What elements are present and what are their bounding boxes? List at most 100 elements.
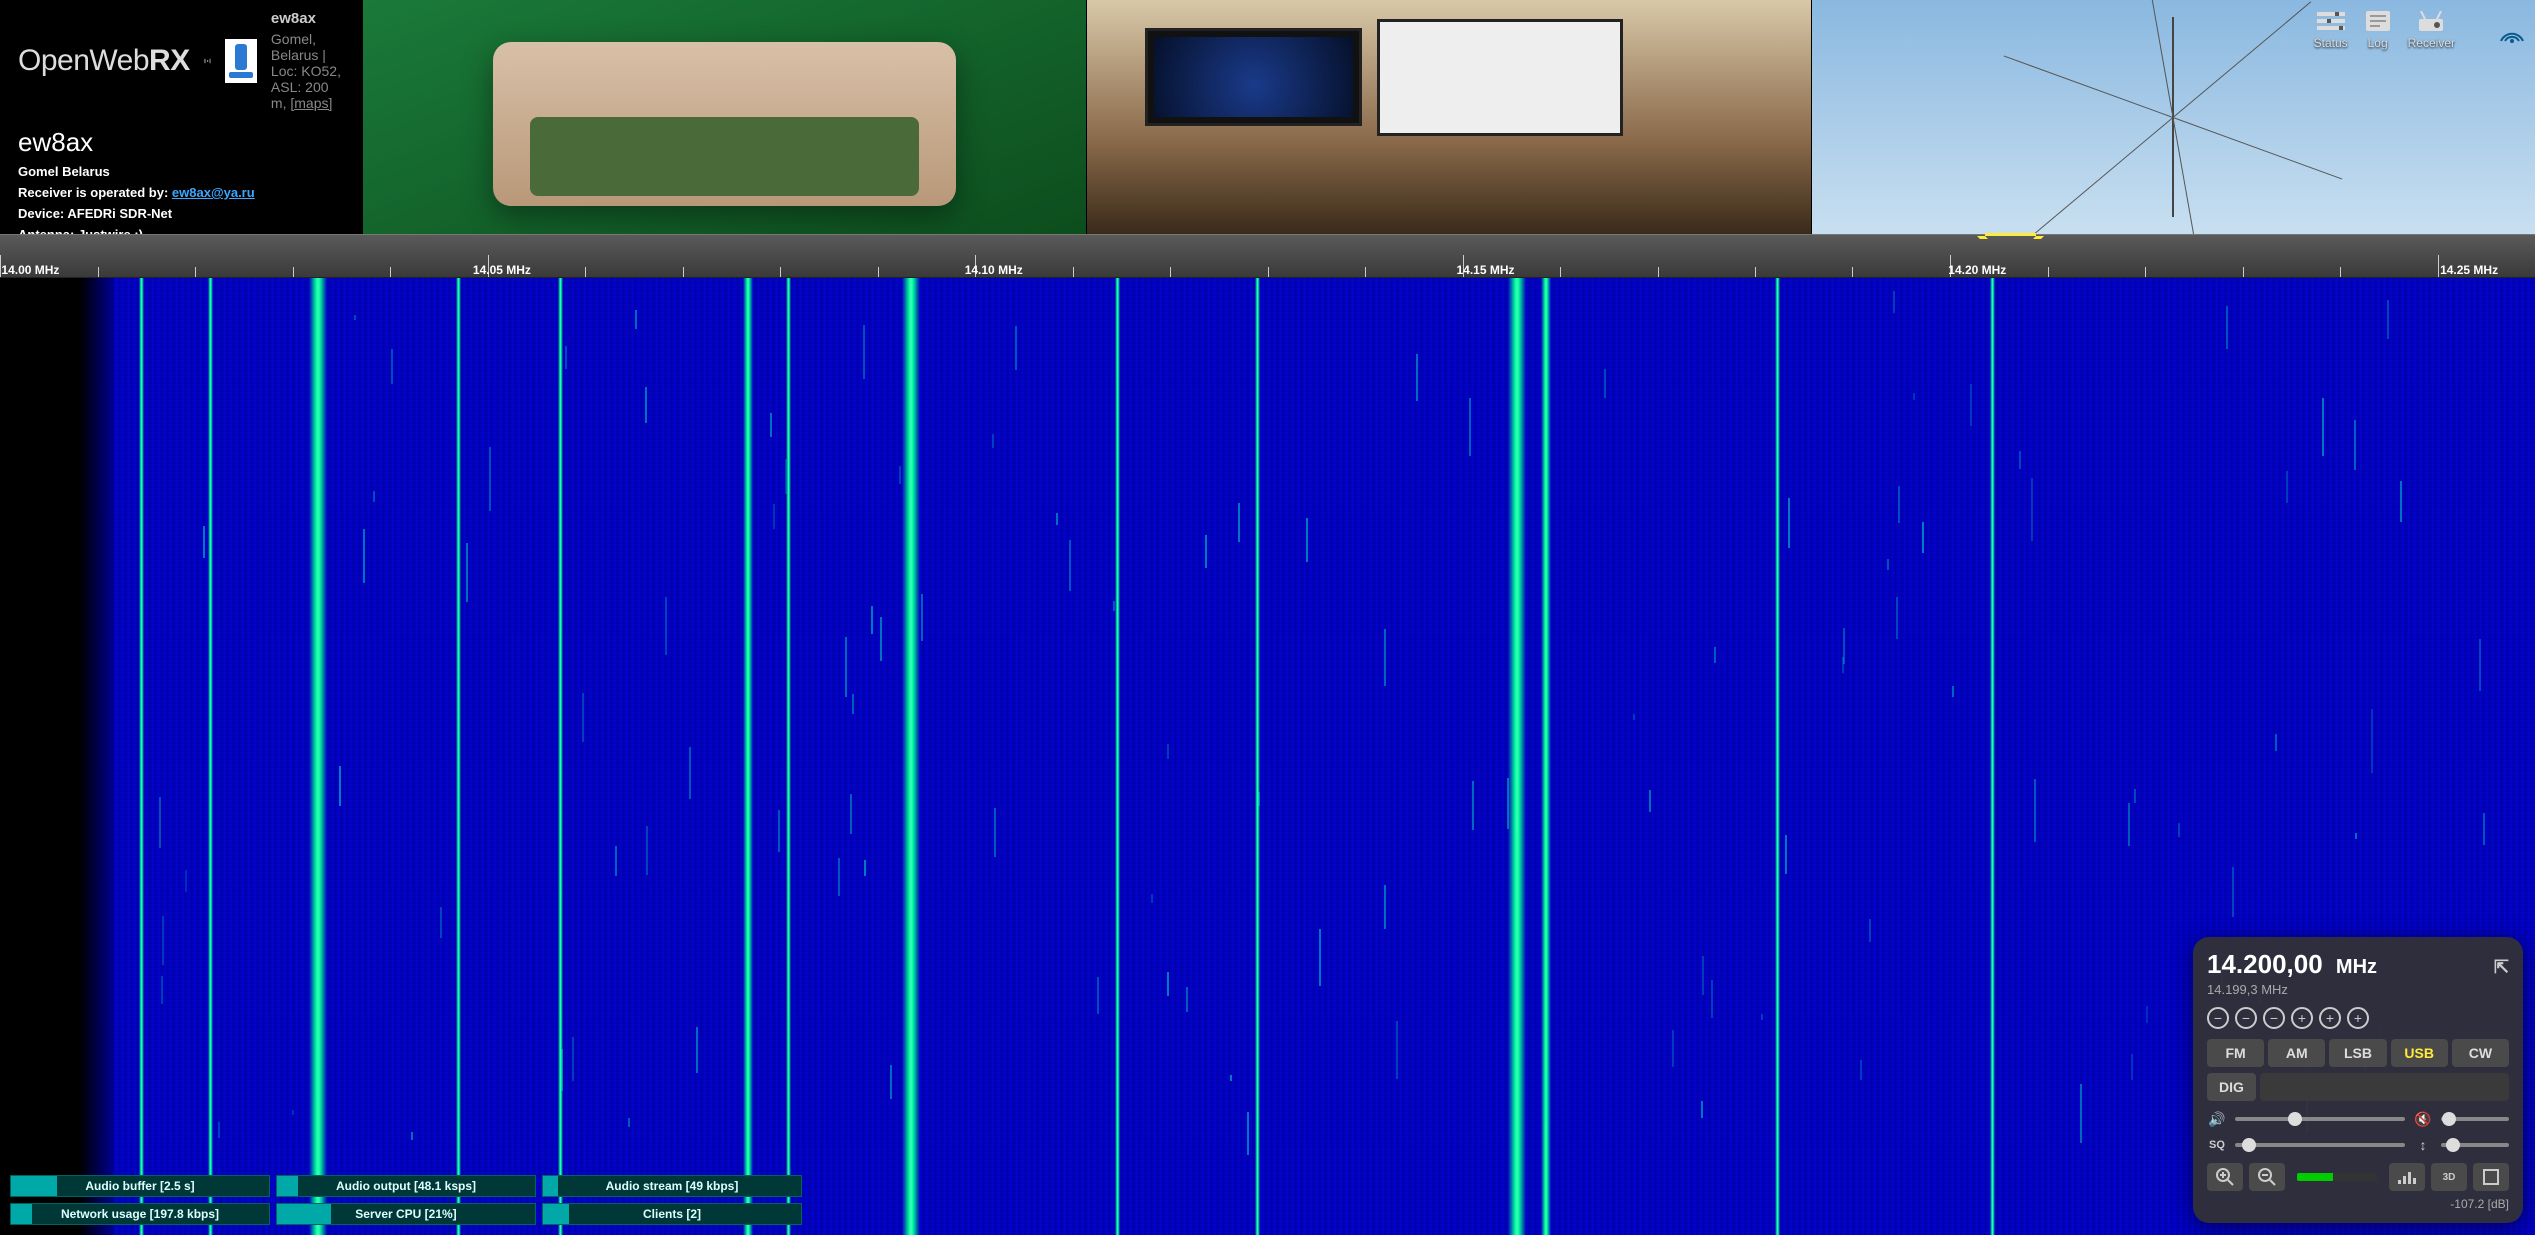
freq-tick <box>1170 267 1171 277</box>
app-logo: OpenWebRX <box>18 44 190 78</box>
step-up-button[interactable]: + <box>2319 1007 2341 1029</box>
freq-tick <box>1852 267 1853 277</box>
zoom-out-button[interactable] <box>2249 1163 2285 1191</box>
freq-tick <box>1268 267 1269 277</box>
passband-indicator[interactable] <box>1985 233 2036 251</box>
network-usage-bar: Network usage [197.8 kbps] <box>10 1203 270 1225</box>
nr-slider[interactable] <box>2441 1117 2509 1121</box>
squelch-slider[interactable] <box>2235 1143 2405 1147</box>
device-line: Device: AFEDRi SDR-Net <box>18 206 344 221</box>
waterfall-display[interactable] <box>0 278 2535 1235</box>
freq-tick <box>293 267 294 277</box>
clients-bar: Clients [2] <box>542 1203 802 1225</box>
qth: Gomel Belarus <box>18 164 344 179</box>
freq-tick <box>2048 267 2049 277</box>
operated-by: Receiver is operated by: ew8ax@ya.ru <box>18 185 344 200</box>
freq-tick <box>1755 267 1756 277</box>
db-reading: -107.2 [dB] <box>2207 1197 2509 1211</box>
freq-label: 14.00 MHz <box>1 263 59 277</box>
freq-label: 14.10 MHz <box>965 263 1023 277</box>
popout-icon[interactable]: ⇱ <box>2494 957 2509 978</box>
log-icon <box>2362 10 2394 32</box>
receiver-avatar[interactable] <box>225 39 257 83</box>
brand-label <box>2499 16 2525 50</box>
step-down-button[interactable]: − <box>2263 1007 2285 1029</box>
logo-left: OpenWeb <box>18 44 149 77</box>
header-info-panel: OpenWebRX ew8ax Gomel, Belarus | Loc: KO… <box>0 0 362 234</box>
freq-tick <box>2243 267 2244 277</box>
header-images <box>362 0 2535 234</box>
mode-usb-button[interactable]: USB <box>2391 1039 2448 1067</box>
waterfall-signal <box>139 278 144 1235</box>
control-panel: 14.200,00 MHz ⇱ 14.199,3 MHz −−−+++ FMAM… <box>2193 937 2523 1223</box>
volume-row: 🔊 🔇 <box>2207 1111 2509 1127</box>
frequency-display[interactable]: 14.200,00 MHz ⇱ <box>2207 949 2509 980</box>
server-cpu-bar: Server CPU [21%] <box>276 1203 536 1225</box>
freq-tick <box>195 267 196 277</box>
freq-label: 14.25 MHz <box>2440 263 2498 277</box>
maps-link[interactable]: [maps] <box>290 95 332 111</box>
mode-lsb-button[interactable]: LSB <box>2329 1039 2386 1067</box>
waterfall-signal <box>743 278 753 1235</box>
log-button[interactable]: Log <box>2362 10 2394 50</box>
mode-selector: FMAMLSBUSBCW <box>2207 1039 2509 1067</box>
freq-tick <box>2438 255 2439 277</box>
logo-row: OpenWebRX ew8ax Gomel, Belarus | Loc: KO… <box>18 10 344 111</box>
freq-label: 14.20 MHz <box>1948 263 2006 277</box>
freq-tick <box>2145 267 2146 277</box>
zoom-in-button[interactable] <box>2207 1163 2243 1191</box>
receiver-button[interactable]: Receiver <box>2408 10 2455 50</box>
volume-icon[interactable]: 🔊 <box>2207 1111 2227 1127</box>
waterfall-signal <box>902 278 920 1235</box>
freq-tick <box>1658 267 1659 277</box>
waterfall-colors-button[interactable] <box>2389 1163 2425 1191</box>
receiver-icon <box>2415 10 2447 32</box>
header-image-desk <box>1086 0 1810 234</box>
signal-icon <box>204 46 211 76</box>
audio-buffer-bar: Audio buffer [2.5 s] <box>10 1175 270 1197</box>
logo-right: RX <box>149 44 190 77</box>
location-meta: Gomel, Belarus | Loc: KO52, ASL: 200 m, … <box>271 31 344 111</box>
waterfall-signal <box>558 278 563 1235</box>
header-image-sdr <box>362 0 1086 234</box>
operator-email-link[interactable]: ew8ax@ya.ru <box>172 185 255 200</box>
zoom-step-buttons: −−−+++ <box>2207 1007 2509 1029</box>
step-down-button[interactable]: − <box>2207 1007 2229 1029</box>
status-icon <box>2315 10 2347 32</box>
step-down-button[interactable]: − <box>2235 1007 2257 1029</box>
mute-icon[interactable]: 🔇 <box>2413 1111 2433 1127</box>
dig-button[interactable]: DIG <box>2207 1073 2256 1101</box>
status-button[interactable]: Status <box>2314 10 2348 50</box>
control-button-row: 3D <box>2207 1163 2509 1191</box>
dig-submode-selector[interactable] <box>2260 1073 2509 1101</box>
freq-tick <box>2340 267 2341 277</box>
wf-range-slider[interactable] <box>2441 1143 2509 1147</box>
waterfall-auto-button[interactable]: 3D <box>2431 1163 2467 1191</box>
freq-tick <box>780 267 781 277</box>
header: OpenWebRX ew8ax Gomel, Belarus | Loc: KO… <box>0 0 2535 234</box>
freq-sub: 14.199,3 MHz <box>2207 982 2509 997</box>
wf-range-icon[interactable]: ↕ <box>2413 1137 2433 1153</box>
volume-slider[interactable] <box>2235 1117 2405 1121</box>
header-meta-block: ew8ax Gomel, Belarus | Loc: KO52, ASL: 2… <box>271 10 344 111</box>
frequency-scale[interactable]: 14.00 MHz14.05 MHz14.10 MHz14.15 MHz14.2… <box>0 234 2535 278</box>
mode-cw-button[interactable]: CW <box>2452 1039 2509 1067</box>
freq-tick <box>585 267 586 277</box>
expand-button[interactable] <box>2473 1163 2509 1191</box>
freq-tick <box>1365 267 1366 277</box>
waterfall-signal <box>456 278 461 1235</box>
freq-tick <box>683 267 684 277</box>
mode-fm-button[interactable]: FM <box>2207 1039 2264 1067</box>
waterfall-signal <box>786 278 791 1235</box>
freq-main: 14.200,00 <box>2207 949 2323 979</box>
audio-output-bar: Audio output [48.1 ksps] <box>276 1175 536 1197</box>
waterfall-signal <box>1775 278 1780 1235</box>
dig-row: DIG <box>2207 1073 2509 1101</box>
step-up-button[interactable]: + <box>2347 1007 2369 1029</box>
freq-tick <box>1073 267 1074 277</box>
squelch-row: SQ ↕ <box>2207 1137 2509 1153</box>
location-text: Gomel, Belarus | <box>271 31 326 63</box>
freq-unit: MHz <box>2336 956 2377 978</box>
mode-am-button[interactable]: AM <box>2268 1039 2325 1067</box>
step-up-button[interactable]: + <box>2291 1007 2313 1029</box>
